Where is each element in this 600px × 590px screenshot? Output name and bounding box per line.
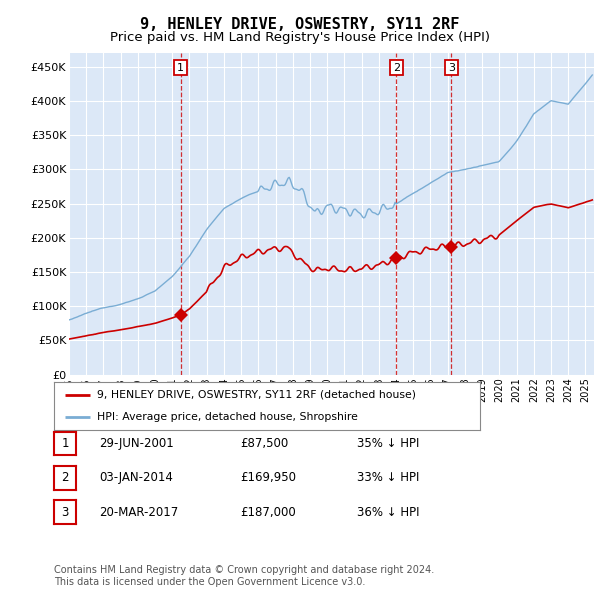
Text: 35% ↓ HPI: 35% ↓ HPI bbox=[357, 437, 419, 450]
Text: HPI: Average price, detached house, Shropshire: HPI: Average price, detached house, Shro… bbox=[97, 412, 358, 422]
Text: 2: 2 bbox=[61, 471, 69, 484]
Text: 3: 3 bbox=[448, 63, 455, 73]
Text: Contains HM Land Registry data © Crown copyright and database right 2024.
This d: Contains HM Land Registry data © Crown c… bbox=[54, 565, 434, 587]
Text: £87,500: £87,500 bbox=[240, 437, 288, 450]
Text: 3: 3 bbox=[61, 506, 69, 519]
Text: 03-JAN-2014: 03-JAN-2014 bbox=[99, 471, 173, 484]
Text: 20-MAR-2017: 20-MAR-2017 bbox=[99, 506, 178, 519]
Text: 9, HENLEY DRIVE, OSWESTRY, SY11 2RF (detached house): 9, HENLEY DRIVE, OSWESTRY, SY11 2RF (det… bbox=[97, 389, 416, 399]
Text: £187,000: £187,000 bbox=[240, 506, 296, 519]
Text: 1: 1 bbox=[177, 63, 184, 73]
Text: 33% ↓ HPI: 33% ↓ HPI bbox=[357, 471, 419, 484]
Text: 29-JUN-2001: 29-JUN-2001 bbox=[99, 437, 174, 450]
Text: 2: 2 bbox=[392, 63, 400, 73]
Text: 36% ↓ HPI: 36% ↓ HPI bbox=[357, 506, 419, 519]
Text: 1: 1 bbox=[61, 437, 69, 450]
Text: 9, HENLEY DRIVE, OSWESTRY, SY11 2RF: 9, HENLEY DRIVE, OSWESTRY, SY11 2RF bbox=[140, 17, 460, 31]
Text: £169,950: £169,950 bbox=[240, 471, 296, 484]
Text: Price paid vs. HM Land Registry's House Price Index (HPI): Price paid vs. HM Land Registry's House … bbox=[110, 31, 490, 44]
